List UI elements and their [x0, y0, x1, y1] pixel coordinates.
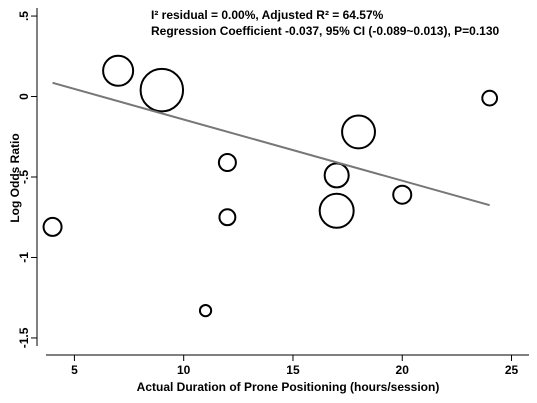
- data-point: [323, 162, 350, 189]
- data-point: [102, 54, 135, 87]
- data-point: [139, 67, 185, 113]
- x-tick-label: 5: [71, 363, 78, 377]
- data-point: [341, 114, 376, 150]
- data-point: [392, 184, 413, 205]
- y-tick-label: 0: [17, 93, 31, 100]
- y-tick-label: .5: [17, 11, 31, 21]
- x-tick-label: 10: [177, 363, 191, 377]
- data-point: [198, 303, 213, 318]
- x-tick-label: 15: [286, 363, 300, 377]
- data-point: [481, 89, 499, 107]
- y-tick-label: -1.5: [17, 327, 31, 348]
- x-tick-label: 25: [505, 363, 519, 377]
- data-point: [218, 208, 237, 227]
- y-ticks: .5 0 -.5 -1 -1.5: [17, 11, 37, 348]
- regression-line: [52, 81, 490, 207]
- annotation-line-1: I² residual = 0.00%, Adjusted R² = 64.57…: [151, 8, 384, 22]
- y-axis-title: Log Odds Ratio: [8, 133, 22, 222]
- annotation-line-2: Regression Coefficient -0.037, 95% CI (-…: [151, 24, 499, 38]
- data-point: [318, 192, 355, 229]
- x-ticks: 5 10 15 20 25: [71, 355, 519, 377]
- data-point: [42, 216, 63, 237]
- data-point: [217, 153, 237, 173]
- data-points: [42, 54, 499, 318]
- y-tick-label: -.5: [17, 170, 31, 184]
- x-axis-title: Actual Duration of Prone Positioning (ho…: [137, 380, 440, 394]
- y-tick-label: -1: [17, 252, 31, 263]
- x-tick-label: 20: [396, 363, 410, 377]
